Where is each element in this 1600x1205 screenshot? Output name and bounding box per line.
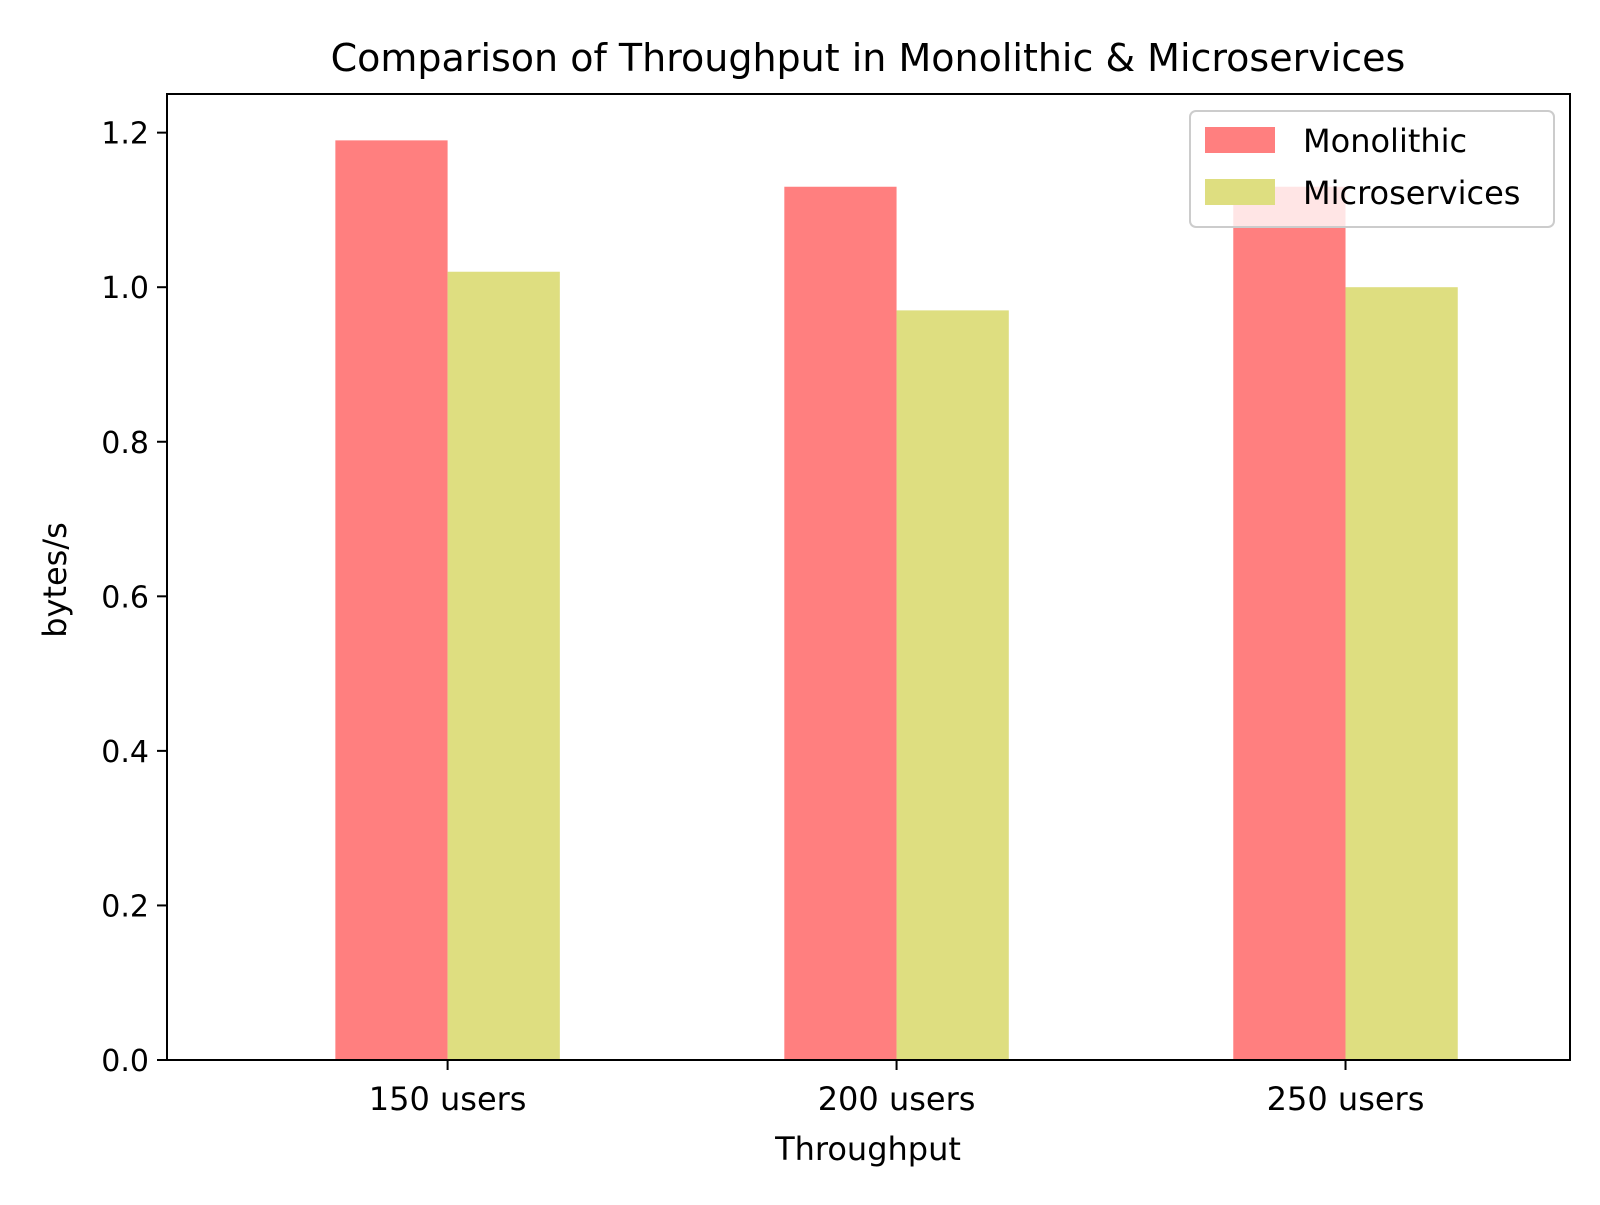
chart-title: Comparison of Throughput in Monolithic &… [331, 36, 1406, 80]
legend-label: Microservices [1303, 174, 1520, 212]
bar-monolithic-2 [784, 186, 897, 1061]
y-tick-label: 0.6 [101, 580, 149, 615]
bar-microservices-1 [447, 271, 560, 1060]
plot-area [335, 140, 1458, 1061]
y-tick-label: 0.0 [101, 1044, 149, 1079]
x-tick-label: 200 users [818, 1080, 976, 1118]
bar-monolithic-3 [1233, 186, 1346, 1061]
legend-label: Monolithic [1303, 122, 1467, 160]
bar-monolithic-1 [335, 140, 448, 1060]
plot-frame [166, 93, 1571, 1061]
legend-swatch [1205, 127, 1275, 153]
y-axis: 0.0 0.2 0.4 0.6 0.8 1.0 1.2 [101, 117, 167, 1079]
y-tick-label: 0.8 [101, 426, 149, 461]
y-tick-label: 0.2 [101, 889, 149, 924]
x-tick-label: 150 users [369, 1080, 527, 1118]
x-tick-label: 250 users [1267, 1080, 1425, 1118]
y-tick-label: 1.2 [101, 117, 149, 152]
x-axis: 150 users 200 users 250 users [369, 1060, 1425, 1118]
bar-microservices-2 [896, 310, 1009, 1060]
y-tick-label: 1.0 [101, 271, 149, 306]
y-axis-label: bytes/s [36, 522, 74, 638]
legend: Monolithic Microservices [1189, 110, 1555, 228]
x-axis-label: Throughput [774, 1130, 961, 1168]
legend-swatch [1205, 179, 1275, 205]
bar-microservices-3 [1345, 287, 1458, 1060]
legend-box [1189, 110, 1555, 228]
y-tick-label: 0.4 [101, 735, 149, 770]
